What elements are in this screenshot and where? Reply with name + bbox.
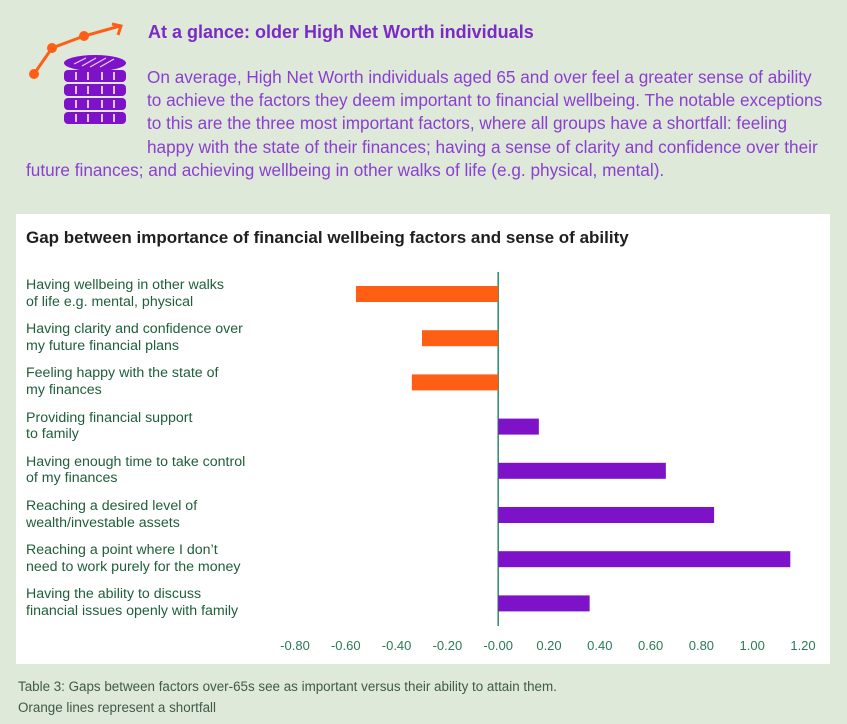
x-tick-label: 1.00 [739,638,765,653]
category-label-line: Reaching a point where I don’t [26,542,218,559]
category-label-line: financial issues openly with family [26,602,239,619]
category-label-line: need to work purely for the money [26,558,241,575]
intro-paragraph: On average, High Net Worth individuals a… [26,66,826,182]
category-label-line: Having the ability to discuss [26,586,202,603]
x-tick-label: -0.20 [432,638,463,653]
chart-panel: Gap between importance of financial well… [16,214,830,664]
x-tick-label: -0.00 [483,638,513,653]
category-label: Feeling happy with the state of my financ… [26,365,296,398]
x-tick-label: 0.20 [536,638,562,653]
category-label-line: Feeling happy with the state of [26,365,219,382]
category-label: Having clarity and confidence over my fut… [26,321,296,354]
coin-stack-icon [64,55,126,124]
category-label-line: Having clarity and confidence over [26,321,243,338]
category-label-line: of my finances [26,470,118,487]
bar [498,551,791,568]
x-tick-label: 1.20 [790,638,816,653]
category-label-line: of life e.g. mental, physical [26,293,194,310]
bar [498,418,539,435]
bar [498,507,715,523]
category-label-line: Having enough time to take control [26,453,246,470]
intro-text: On average, High Net Worth individuals a… [26,67,823,180]
category-label-line: wealth/investable assets [26,514,180,531]
category-label: Reaching a point where I don’t need to wo… [26,542,296,575]
caption-line-1: Table 3: Gaps between factors over-65s s… [18,679,557,694]
bar [411,374,499,391]
chart-caption: Table 3: Gaps between factors over-65s s… [18,676,557,718]
category-label: Providing financial support to family [26,410,296,443]
x-tick-label: -0.60 [330,638,361,653]
caption-line-2: Orange lines represent a shortfall [18,700,216,715]
chart-title: Gap between importance of financial well… [26,228,629,247]
x-tick-label: 0.40 [587,638,613,653]
category-label: Having enough time to take control of my … [26,454,296,487]
bar [498,595,590,612]
bar [355,286,499,302]
category-label-line: Reaching a desired level of [26,498,198,514]
category-label-line: to family [26,426,79,443]
x-tick-label: -0.80 [280,638,310,653]
x-tick-label: -0.40 [381,638,412,653]
category-label-line: Having wellbeing in other walks [26,277,224,293]
x-tick-label: 0.80 [688,638,715,653]
category-label: Having wellbeing in other walks of life e… [26,277,296,310]
coins-growth-icon [29,22,126,124]
category-label: Having the ability to discuss financial i… [26,586,296,619]
category-label: Reaching a desired level of wealth/invest… [26,498,296,531]
bar [498,462,666,479]
category-label-line: my future financial plans [26,337,179,354]
page-title: At a glance: older High Net Worth indivi… [148,22,534,42]
category-label-line: my finances [26,381,102,398]
bar-chart [355,272,791,626]
bar [422,330,499,347]
x-tick-label: 0.60 [637,638,664,653]
category-label-line: Providing financial support [26,409,193,426]
trend-arrow-icon [29,22,123,79]
